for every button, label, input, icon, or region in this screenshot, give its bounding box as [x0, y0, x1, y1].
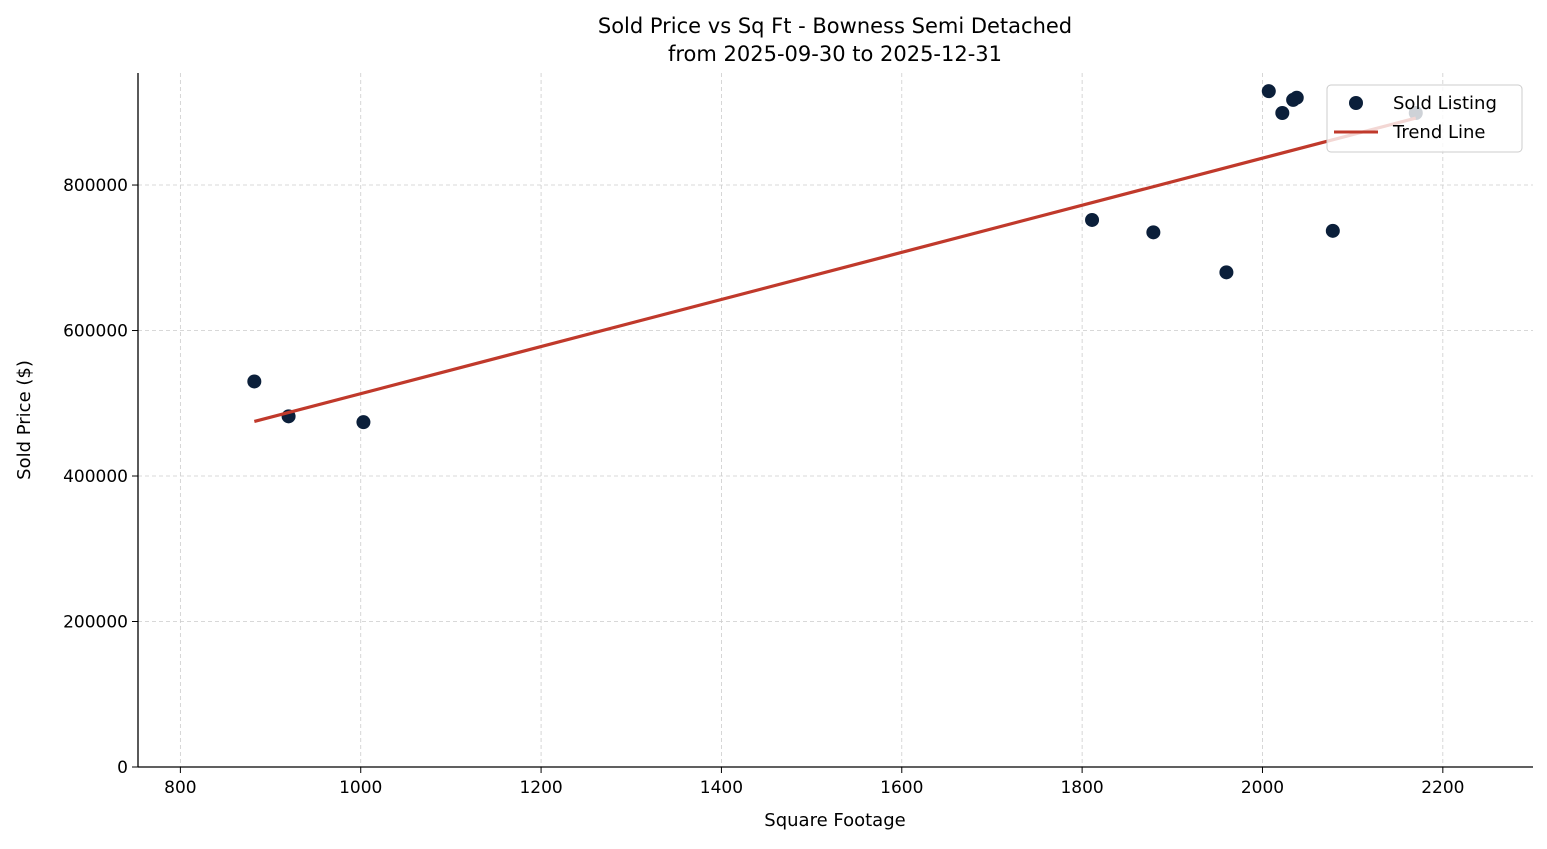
sold-listing-point	[1085, 212, 1100, 227]
sold-listing-point	[1289, 90, 1304, 105]
sold-listing-point	[1219, 265, 1234, 280]
x-axis-label: Square Footage	[764, 810, 905, 831]
sold-listing-point	[1325, 223, 1340, 238]
sold-listing-point	[1261, 84, 1276, 99]
y-tick-label: 800000	[63, 176, 128, 196]
sold-listing-point	[1146, 225, 1161, 240]
chart-subtitle: from 2025-09-30 to 2025-12-31	[668, 42, 1002, 66]
x-tick-label: 800	[164, 778, 196, 798]
x-tick-label: 1000	[339, 778, 382, 798]
x-tick-label: 1600	[880, 778, 923, 798]
legend-marker-sold-listing	[1349, 96, 1363, 110]
trend-line	[253, 116, 1417, 424]
legend-box	[1326, 84, 1523, 153]
grid	[138, 73, 1533, 768]
y-tick-label: 600000	[63, 322, 128, 342]
x-tick-label: 2000	[1241, 778, 1284, 798]
x-tick-label: 1800	[1060, 778, 1103, 798]
y-axis-label: Sold Price ($)	[14, 360, 35, 480]
y-tick-label: 0	[117, 758, 128, 778]
y-tick-label: 400000	[63, 467, 128, 487]
legend: Sold Listing Trend Line	[1326, 84, 1523, 153]
sold-listing-point	[356, 415, 371, 430]
data-marks	[247, 84, 1423, 430]
legend-label-trend-line: Trend Line	[1392, 122, 1486, 143]
legend-label-sold-listing: Sold Listing	[1393, 93, 1497, 114]
x-tick-label: 1200	[519, 778, 562, 798]
y-tick-label: 200000	[63, 613, 128, 633]
axis-ticks: 800 1000 1200 1400 1600 1800 2000 2200 0 200000 40…	[63, 176, 1464, 798]
x-tick-label: 2200	[1421, 778, 1464, 798]
sold-listing-point	[247, 374, 262, 389]
chart-title: Sold Price vs Sq Ft - Bowness Semi Detac…	[598, 14, 1072, 38]
x-tick-label: 1400	[700, 778, 743, 798]
sold-listing-point	[1275, 106, 1290, 121]
